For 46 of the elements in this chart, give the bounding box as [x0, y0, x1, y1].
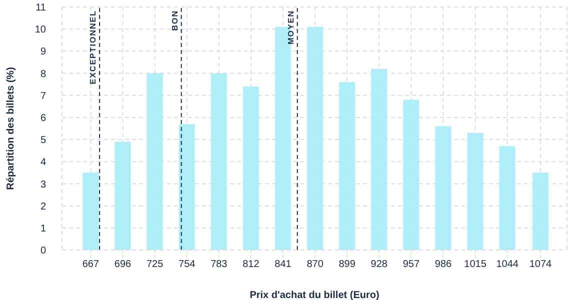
bar: [82, 172, 99, 250]
y-tick-label: 6: [40, 113, 46, 124]
x-tick-label: 957: [402, 259, 420, 270]
x-tick-label: 986: [434, 259, 452, 270]
x-tick-label: 1044: [496, 259, 519, 270]
x-tick-label: 870: [306, 259, 324, 270]
ref-line-label: MOYEN: [286, 10, 296, 44]
x-axis-title: Prix d'achat du billet (Euro): [250, 290, 380, 300]
bar: [307, 26, 324, 250]
bar: [371, 68, 388, 250]
y-tick-label: 10: [34, 24, 46, 36]
ref-line-label: EXCEPTIONNEL: [88, 10, 98, 84]
x-tick-label: 812: [242, 259, 260, 270]
x-tick-label: 783: [210, 259, 228, 270]
x-tick-label: 1015: [464, 259, 487, 270]
y-tick-label: 9: [40, 46, 46, 58]
bar: [339, 82, 356, 250]
y-tick-label: 11: [36, 2, 46, 14]
y-tick-label: 3: [40, 179, 46, 190]
y-tick-label: 1: [40, 223, 46, 234]
y-tick-label: 0: [40, 246, 46, 257]
x-tick-label: 1074: [529, 259, 552, 270]
bar: [210, 73, 227, 250]
bar: [532, 172, 548, 250]
bar: [467, 132, 484, 250]
y-axis-title: Répartition des billets (%): [6, 67, 17, 190]
x-tick-label: 667: [82, 259, 100, 270]
x-tick-label: 928: [370, 259, 388, 270]
y-tick-label: 7: [40, 90, 46, 102]
x-tick-label: 754: [178, 259, 196, 270]
y-tick-label: 8: [40, 68, 46, 80]
bar: [242, 86, 259, 250]
x-tick-label: 841: [274, 259, 292, 270]
y-tick-label: 2: [40, 201, 46, 212]
x-tick-label: 899: [338, 259, 356, 270]
y-tick-label: 4: [40, 157, 46, 168]
bar: [114, 142, 131, 250]
x-tick-label: 725: [146, 259, 164, 270]
bar: [499, 146, 516, 250]
bar: [403, 100, 420, 250]
bar: [435, 126, 452, 250]
bar: [178, 124, 195, 250]
x-tick-label: 696: [114, 259, 132, 270]
ref-line-label: BON: [170, 10, 180, 31]
y-tick-label: 5: [40, 135, 46, 146]
bar: [146, 73, 163, 250]
